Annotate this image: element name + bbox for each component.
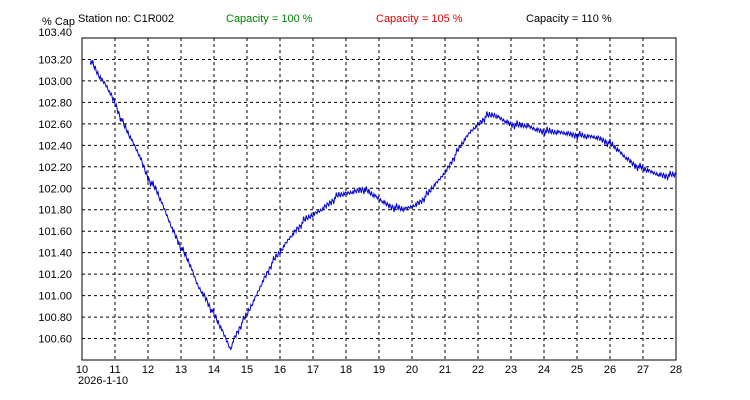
start-date-label: 2026-1-10	[78, 375, 129, 387]
x-tick-label: 25	[571, 364, 583, 376]
capacity-100-legend: Capacity = 100 %	[226, 13, 313, 25]
x-tick-label: 26	[604, 364, 616, 376]
y-tick-label: 102.20	[38, 162, 72, 174]
x-tick-label: 10	[76, 364, 88, 376]
station-label: Station no: C1R002	[78, 13, 175, 25]
x-tick-label: 11	[109, 364, 120, 376]
capacity-110-legend: Capacity = 110 %	[526, 13, 612, 25]
y-tick-label: 101.00	[38, 291, 72, 303]
x-tick-label: 22	[472, 364, 484, 376]
y-tick-label: 102.80	[38, 97, 72, 109]
x-tick-label: 24	[538, 364, 550, 376]
x-tick-label: 14	[208, 364, 220, 376]
tick-labels: 10 11 12 13 14 15 16 17 18 19 20 21 22 23 24 25 26 27 28 10…	[38, 27, 682, 376]
y-tick-label: 102.00	[38, 183, 72, 195]
y-tick-label: 101.20	[38, 269, 72, 281]
y-tick-label: 103.20	[38, 54, 72, 66]
y-axis-label: % Cap	[42, 16, 76, 28]
y-tick-label: 100.60	[38, 334, 72, 346]
x-tick-label: 20	[406, 364, 418, 376]
y-tick-label: 101.80	[38, 205, 72, 217]
capacity-series-line	[89, 59, 677, 351]
x-tick-label: 19	[373, 364, 385, 376]
capacity-105-legend: Capacity = 105 %	[376, 13, 463, 25]
x-tick-label: 27	[637, 364, 649, 376]
x-tick-label: 15	[241, 364, 253, 376]
y-tick-label: 103.00	[38, 76, 72, 88]
series-layer	[89, 59, 677, 351]
y-tick-label: 101.60	[38, 226, 72, 238]
y-tick-label: 100.80	[38, 312, 72, 324]
y-tick-label: 103.40	[38, 27, 72, 39]
x-tick-label: 18	[340, 364, 352, 376]
x-tick-label: 12	[142, 364, 154, 376]
x-tick-label: 16	[274, 364, 286, 376]
x-tick-label: 21	[439, 364, 451, 376]
x-tick-label: 23	[505, 364, 517, 376]
x-tick-label: 13	[175, 364, 187, 376]
y-tick-label: 102.40	[38, 140, 72, 152]
x-tick-label: 28	[670, 364, 682, 376]
y-tick-label: 101.40	[38, 248, 72, 260]
plot-frame	[81, 37, 677, 361]
x-tick-label: 17	[307, 364, 319, 376]
y-tick-label: 102.60	[38, 119, 72, 131]
